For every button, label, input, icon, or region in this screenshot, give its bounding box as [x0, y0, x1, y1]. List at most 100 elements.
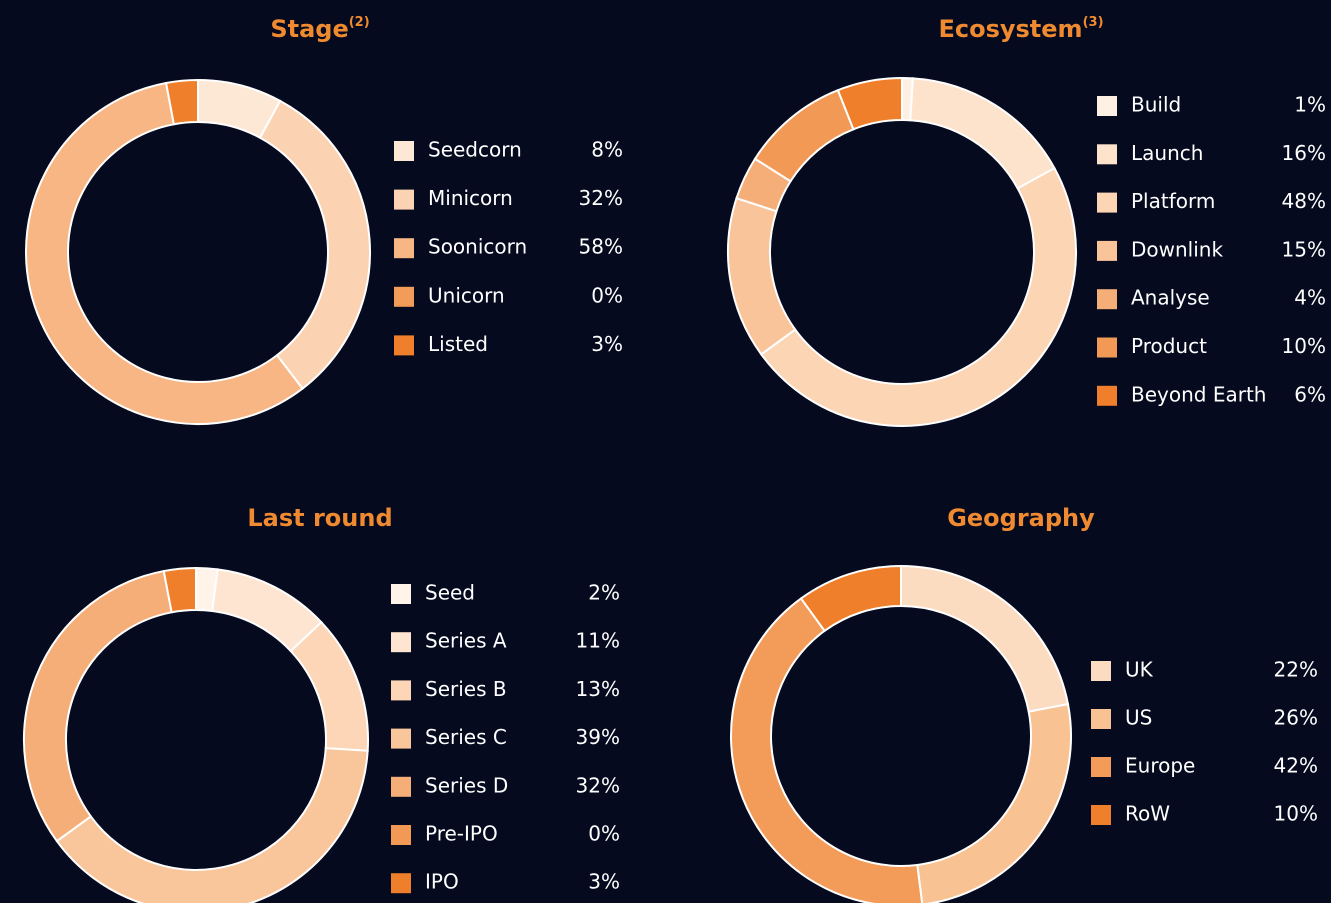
legend-label: Downlink	[1131, 237, 1223, 261]
donut-chart: Geography UK 22% US 26% Europe 42% RoW 10%	[730, 504, 1318, 903]
legend-label: Build	[1131, 93, 1181, 117]
legend-label: UK	[1125, 658, 1154, 682]
legend-swatch	[394, 238, 414, 259]
legend-label: Listed	[428, 332, 488, 356]
legend-value: 2%	[588, 581, 620, 605]
legend-value: 13%	[576, 677, 620, 701]
chart-title: Ecosystem(3)	[938, 15, 1103, 44]
donut-slice	[164, 78, 199, 126]
donut-slice	[836, 76, 903, 131]
legend-swatch	[394, 335, 414, 356]
legend-swatch	[391, 825, 411, 845]
donut-slice	[55, 747, 369, 903]
legend-swatch	[391, 632, 411, 653]
legend-swatch	[394, 141, 414, 161]
chart-title: Geography	[947, 504, 1095, 532]
legend-swatch	[1097, 96, 1117, 116]
donut-slice	[23, 569, 173, 843]
donut-chart: Ecosystem(3) Build 1% Launch 16% Platform 48% D…	[727, 15, 1326, 428]
chart-title: Last round	[247, 504, 392, 532]
donut-slice	[258, 99, 371, 390]
legend-swatch	[1097, 337, 1117, 358]
legend-label: Soonicorn	[428, 235, 527, 259]
donut-slice	[25, 81, 304, 425]
legend-label: Beyond Earth	[1131, 382, 1266, 406]
legend-value: 15%	[1282, 237, 1326, 261]
legend-value: 48%	[1282, 189, 1326, 213]
donut-slice	[289, 620, 369, 752]
donut-slice	[900, 564, 1070, 713]
legend-swatch	[391, 728, 411, 749]
donut-slice	[799, 564, 902, 633]
title-text: Ecosystem	[938, 15, 1082, 43]
legend-label: Series D	[425, 773, 508, 797]
legend-value: 0%	[591, 283, 623, 307]
legend-swatch	[1091, 757, 1111, 777]
chart-title: Stage(2)	[270, 15, 369, 44]
legend-value: 6%	[1294, 382, 1326, 406]
legend-swatch	[394, 189, 414, 210]
title-note: (2)	[349, 15, 370, 30]
legend-swatch	[1097, 385, 1117, 406]
legend-label: Seed	[425, 581, 475, 605]
legend-swatch	[391, 873, 411, 894]
legend-value: 42%	[1274, 754, 1318, 778]
legend-swatch	[1097, 144, 1117, 165]
legend-swatch	[391, 680, 411, 701]
legend-swatch	[391, 776, 411, 797]
legend-value: 32%	[576, 773, 620, 797]
legend-label: Series A	[425, 629, 507, 653]
legend-swatch	[1097, 289, 1117, 310]
title-text: Geography	[947, 504, 1095, 532]
legend-value: 0%	[588, 822, 620, 846]
legend-value: 58%	[579, 235, 623, 259]
legend-label: Platform	[1131, 189, 1215, 213]
donut-slice	[909, 77, 1056, 190]
legend-swatch	[1091, 805, 1111, 825]
legend-swatch	[391, 584, 411, 604]
title-note: (3)	[1083, 15, 1104, 30]
legend-label: Analyse	[1131, 286, 1210, 310]
legend-value: 16%	[1282, 141, 1326, 165]
legend-value: 10%	[1274, 802, 1318, 826]
donut-slice	[916, 702, 1073, 903]
legend-label: Series B	[425, 677, 507, 701]
legend-swatch	[394, 286, 414, 307]
donut-slice	[753, 88, 855, 183]
legend-label: Unicorn	[428, 283, 505, 307]
legend-swatch	[1097, 192, 1117, 213]
legend-label: Seedcorn	[428, 138, 522, 162]
legend-label: Minicorn	[428, 186, 513, 210]
legend-value: 39%	[576, 725, 620, 749]
legend-value: 3%	[588, 870, 620, 894]
title-text: Last round	[247, 504, 392, 532]
donut-slice	[727, 196, 797, 356]
legend-value: 4%	[1294, 286, 1326, 310]
legend-value: 11%	[576, 629, 620, 653]
legend-label: Pre-IPO	[425, 822, 498, 846]
legend-value: 1%	[1294, 93, 1326, 117]
legend-swatch	[1091, 709, 1111, 729]
legend-label: IPO	[425, 870, 459, 894]
legend-label: RoW	[1125, 802, 1170, 826]
donut-slice	[162, 566, 197, 614]
legend-swatch	[1097, 240, 1117, 261]
legend-value: 32%	[579, 186, 623, 210]
legend-value: 10%	[1282, 334, 1326, 358]
legend-label: US	[1125, 706, 1152, 730]
legend-value: 26%	[1274, 706, 1318, 730]
legend-swatch	[1091, 661, 1111, 681]
legend-value: 22%	[1274, 658, 1318, 682]
legend-value: 3%	[591, 332, 623, 356]
legend-value: 8%	[591, 138, 623, 162]
legend-label: Launch	[1131, 141, 1203, 165]
donut-chart: Last round Seed 2% Series A 11% Series B 13% Se…	[23, 504, 620, 903]
legend-label: Product	[1131, 334, 1207, 358]
legend-label: Europe	[1125, 754, 1195, 778]
title-text: Stage	[270, 15, 348, 43]
donut-slice	[759, 166, 1078, 428]
donut-chart: Stage(2) Seedcorn 8% Minicorn 32% Soonicorn 58…	[25, 15, 623, 425]
donut-slice	[730, 597, 924, 903]
legend-label: Series C	[425, 725, 507, 749]
